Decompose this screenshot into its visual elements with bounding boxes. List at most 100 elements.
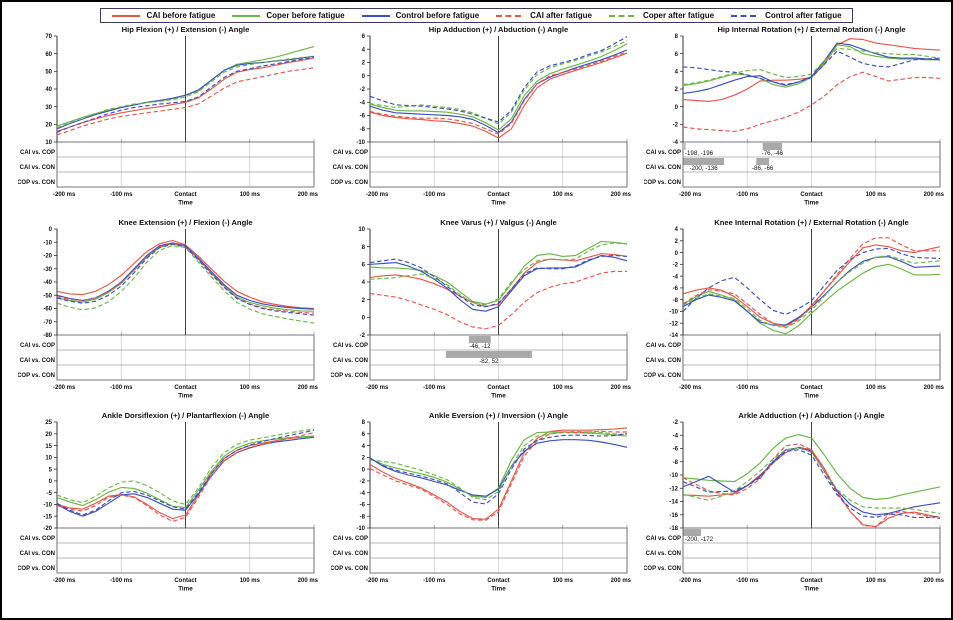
y-tick-label: -4 [673,433,679,439]
legend-item-cai-before-fatigue: CAI before fatigue [111,11,215,20]
x-tick-label: -100 ms [110,385,133,391]
y-tick-label: -14 [669,333,678,339]
y-tick-label: -20 [43,526,52,532]
subplot-title: Knee Extension (+) / Flexion (-) Angle [118,218,252,227]
series-control-after-fatigue [370,433,628,505]
subplot-knee-internal-rotation-external-rotation-angle: CAI vs. COP CAI vs. CON COP vs. CON 4 2 0 -2 -4… [644,218,945,400]
series-group [370,36,628,139]
comparison-row-label: CAI vs. COP [333,536,368,542]
series-coper-after-fatigue [683,447,941,514]
x-tick-label: -100 ms [736,192,759,198]
x-tick-label: 200 ms [298,385,319,391]
series-coper-before-fatigue [370,43,628,131]
significance-label: -46, -12 [469,343,491,350]
series-control-before-fatigue [370,49,628,134]
y-tick-label: -12 [669,486,678,492]
x-axis-title: Time [178,393,193,400]
subplot-cell-hip-flexion-extension-angle: CAI vs. COP CAI vs. CON COP vs. CON 70 60 50 4… [18,24,331,217]
y-tick-label: -70 [43,320,52,326]
series-group [57,239,315,324]
series-coper-after-fatigue [57,428,315,505]
subplot-ankle-eversion-inversion-angle: CAI vs. COP CAI vs. CON COP vs. CON 8 6 4 2 0 -2… [331,411,632,593]
x-tick-label: -200 ms [679,192,702,198]
y-tick-label: 0 [49,227,53,233]
series-control-before-fatigue [683,447,941,516]
series-control-after-fatigue [57,56,315,133]
x-axis-title: Time [804,393,819,400]
y-tick-label: -2 [673,420,679,426]
x-tick-label: 200 ms [611,192,632,198]
y-tick-label: 10 [45,456,52,462]
x-tick-label: 200 ms [924,192,945,198]
x-tick-label: -100 ms [736,385,759,391]
y-tick-label: -40 [43,280,52,286]
legend-label: Coper before fatigue [266,11,345,20]
x-tick-label: 200 ms [924,385,945,391]
subplot-cell-knee-varus-valgus-angle: -46, -12 -82, 52 CAI vs. COP CAI vs. CON COP… [331,217,644,410]
comparison-row-label: CAI vs. COP [646,343,681,349]
series-cai-after-fatigue [683,71,941,132]
y-tick-label: 6 [362,263,366,269]
series-coper-after-fatigue [683,47,941,86]
series-group [683,237,941,335]
series-group [57,46,315,136]
comparison-row-label: CAI vs. COP [20,343,55,349]
y-tick-label: -4 [360,100,366,106]
y-tick-label: -6 [360,114,366,120]
comparison-row-label: CAI vs. COP [646,536,681,542]
x-tick-label: Contact [487,578,509,584]
series-cai-after-fatigue [370,51,628,135]
significance-bar [468,336,491,343]
y-tick-label: -4 [360,491,366,497]
series-cai-before-fatigue [57,57,315,132]
subplot-hip-adduction-abduction-angle: CAI vs. COP CAI vs. CON COP vs. CON 6 4 2 0 -2 -… [331,25,632,207]
subplot-title: Ankle Dorsiflexion (+) / Plantarflexion … [102,411,269,420]
comparison-row-label: CAI vs. CON [20,165,55,171]
subplot-knee-varus-valgus-angle: -46, -12 -82, 52 CAI vs. COP CAI vs. CON COP… [331,218,632,400]
series-control-before-fatigue [683,42,941,94]
y-tick-label: -12 [669,321,678,327]
comparison-row-label: CAI vs. COP [333,343,368,349]
x-tick-label: 100 ms [553,385,574,391]
series-control-after-fatigue [57,429,315,516]
comparison-row-label: CAI vs. CON [646,358,681,364]
y-tick-label: 2 [362,298,366,304]
series-coper-before-fatigue [683,434,941,501]
x-tick-label: -200 ms [679,385,702,391]
y-tick-label: -2 [360,479,366,485]
y-tick-label: 8 [675,34,679,40]
comparison-row-label: CAI vs. COP [646,150,681,156]
significance-bar [684,143,686,150]
y-tick-label: 6 [362,34,366,40]
y-tick-label: -4 [673,274,679,280]
x-tick-label: 100 ms [240,385,261,391]
x-tick-label: -200 ms [366,385,389,391]
dashed-line-sample-icon [496,14,525,17]
comparison-row-label: COP vs. CON [331,566,368,572]
solid-line-sample-icon [112,14,141,17]
significance-label: -82, 52 [479,358,499,365]
y-tick-label: 10 [358,227,365,233]
y-tick-label: 8 [362,420,366,426]
legend-label: CAI after fatigue [530,11,592,20]
subplot-title: Hip Internal Rotation (+) / External Rot… [717,25,905,34]
x-tick-label: -100 ms [423,192,446,198]
comparison-row-label: COP vs. CON [331,180,368,186]
comparison-row-label: COP vs. CON [18,180,55,186]
y-tick-label: 8 [362,245,366,251]
series-coper-after-fatigue [57,55,315,129]
x-tick-label: -100 ms [736,578,759,584]
y-tick-label: -2 [360,87,366,93]
x-tick-label: Contact [487,192,509,198]
x-tick-label: Contact [800,385,822,391]
x-axis-title: Time [178,586,193,593]
dashed-line-sample-icon [731,14,760,17]
solid-line-sample-icon [361,14,390,17]
subplot-title: Hip Flexion (+) / Extension (-) Angle [122,25,250,34]
x-tick-label: 200 ms [611,385,632,391]
x-tick-label: Contact [174,578,196,584]
series-control-after-fatigue [57,243,315,316]
significance-label: -200, -136 [689,165,718,172]
y-tick-label: 6 [675,52,679,58]
series-group [370,427,628,521]
